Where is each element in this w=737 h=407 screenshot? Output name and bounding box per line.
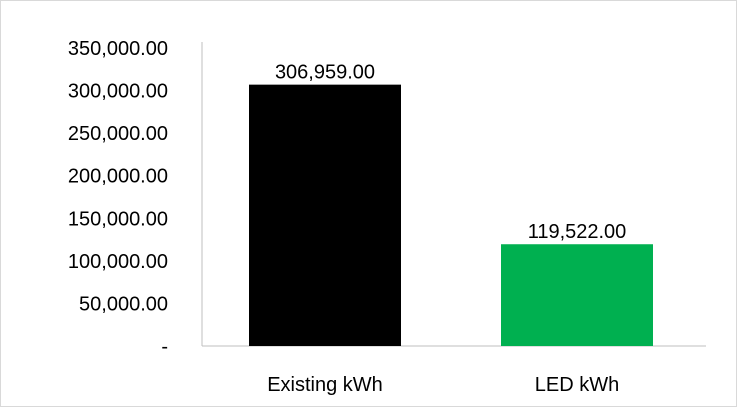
y-tick-label: 200,000.00	[68, 166, 168, 188]
y-tick-label: 100,000.00	[68, 251, 168, 273]
y-tick-label: 350,000.00	[68, 38, 168, 60]
data-labels: 306,959.00 119,522.00	[275, 62, 626, 244]
data-label: 306,959.00	[275, 62, 375, 84]
y-axis-tick-labels: - 50,000.00 100,000.00 150,000.00 200,000.00…	[68, 38, 168, 358]
y-tick-label: 150,000.00	[68, 208, 168, 230]
y-tick-label: 50,000.00	[79, 293, 168, 315]
bar-existing-kwh	[249, 84, 401, 347]
x-axis-tick-labels: Existing kWh LED kWh	[267, 374, 619, 396]
bars	[249, 84, 653, 347]
y-tick-label: 300,000.00	[68, 81, 168, 103]
x-category-label: LED kWh	[535, 374, 619, 396]
data-label: 119,522.00	[528, 221, 627, 243]
x-category-label: Existing kWh	[267, 374, 383, 396]
y-tick-label: -	[161, 336, 168, 358]
y-tick-label: 250,000.00	[68, 123, 168, 145]
bar-led-kwh	[501, 244, 653, 346]
